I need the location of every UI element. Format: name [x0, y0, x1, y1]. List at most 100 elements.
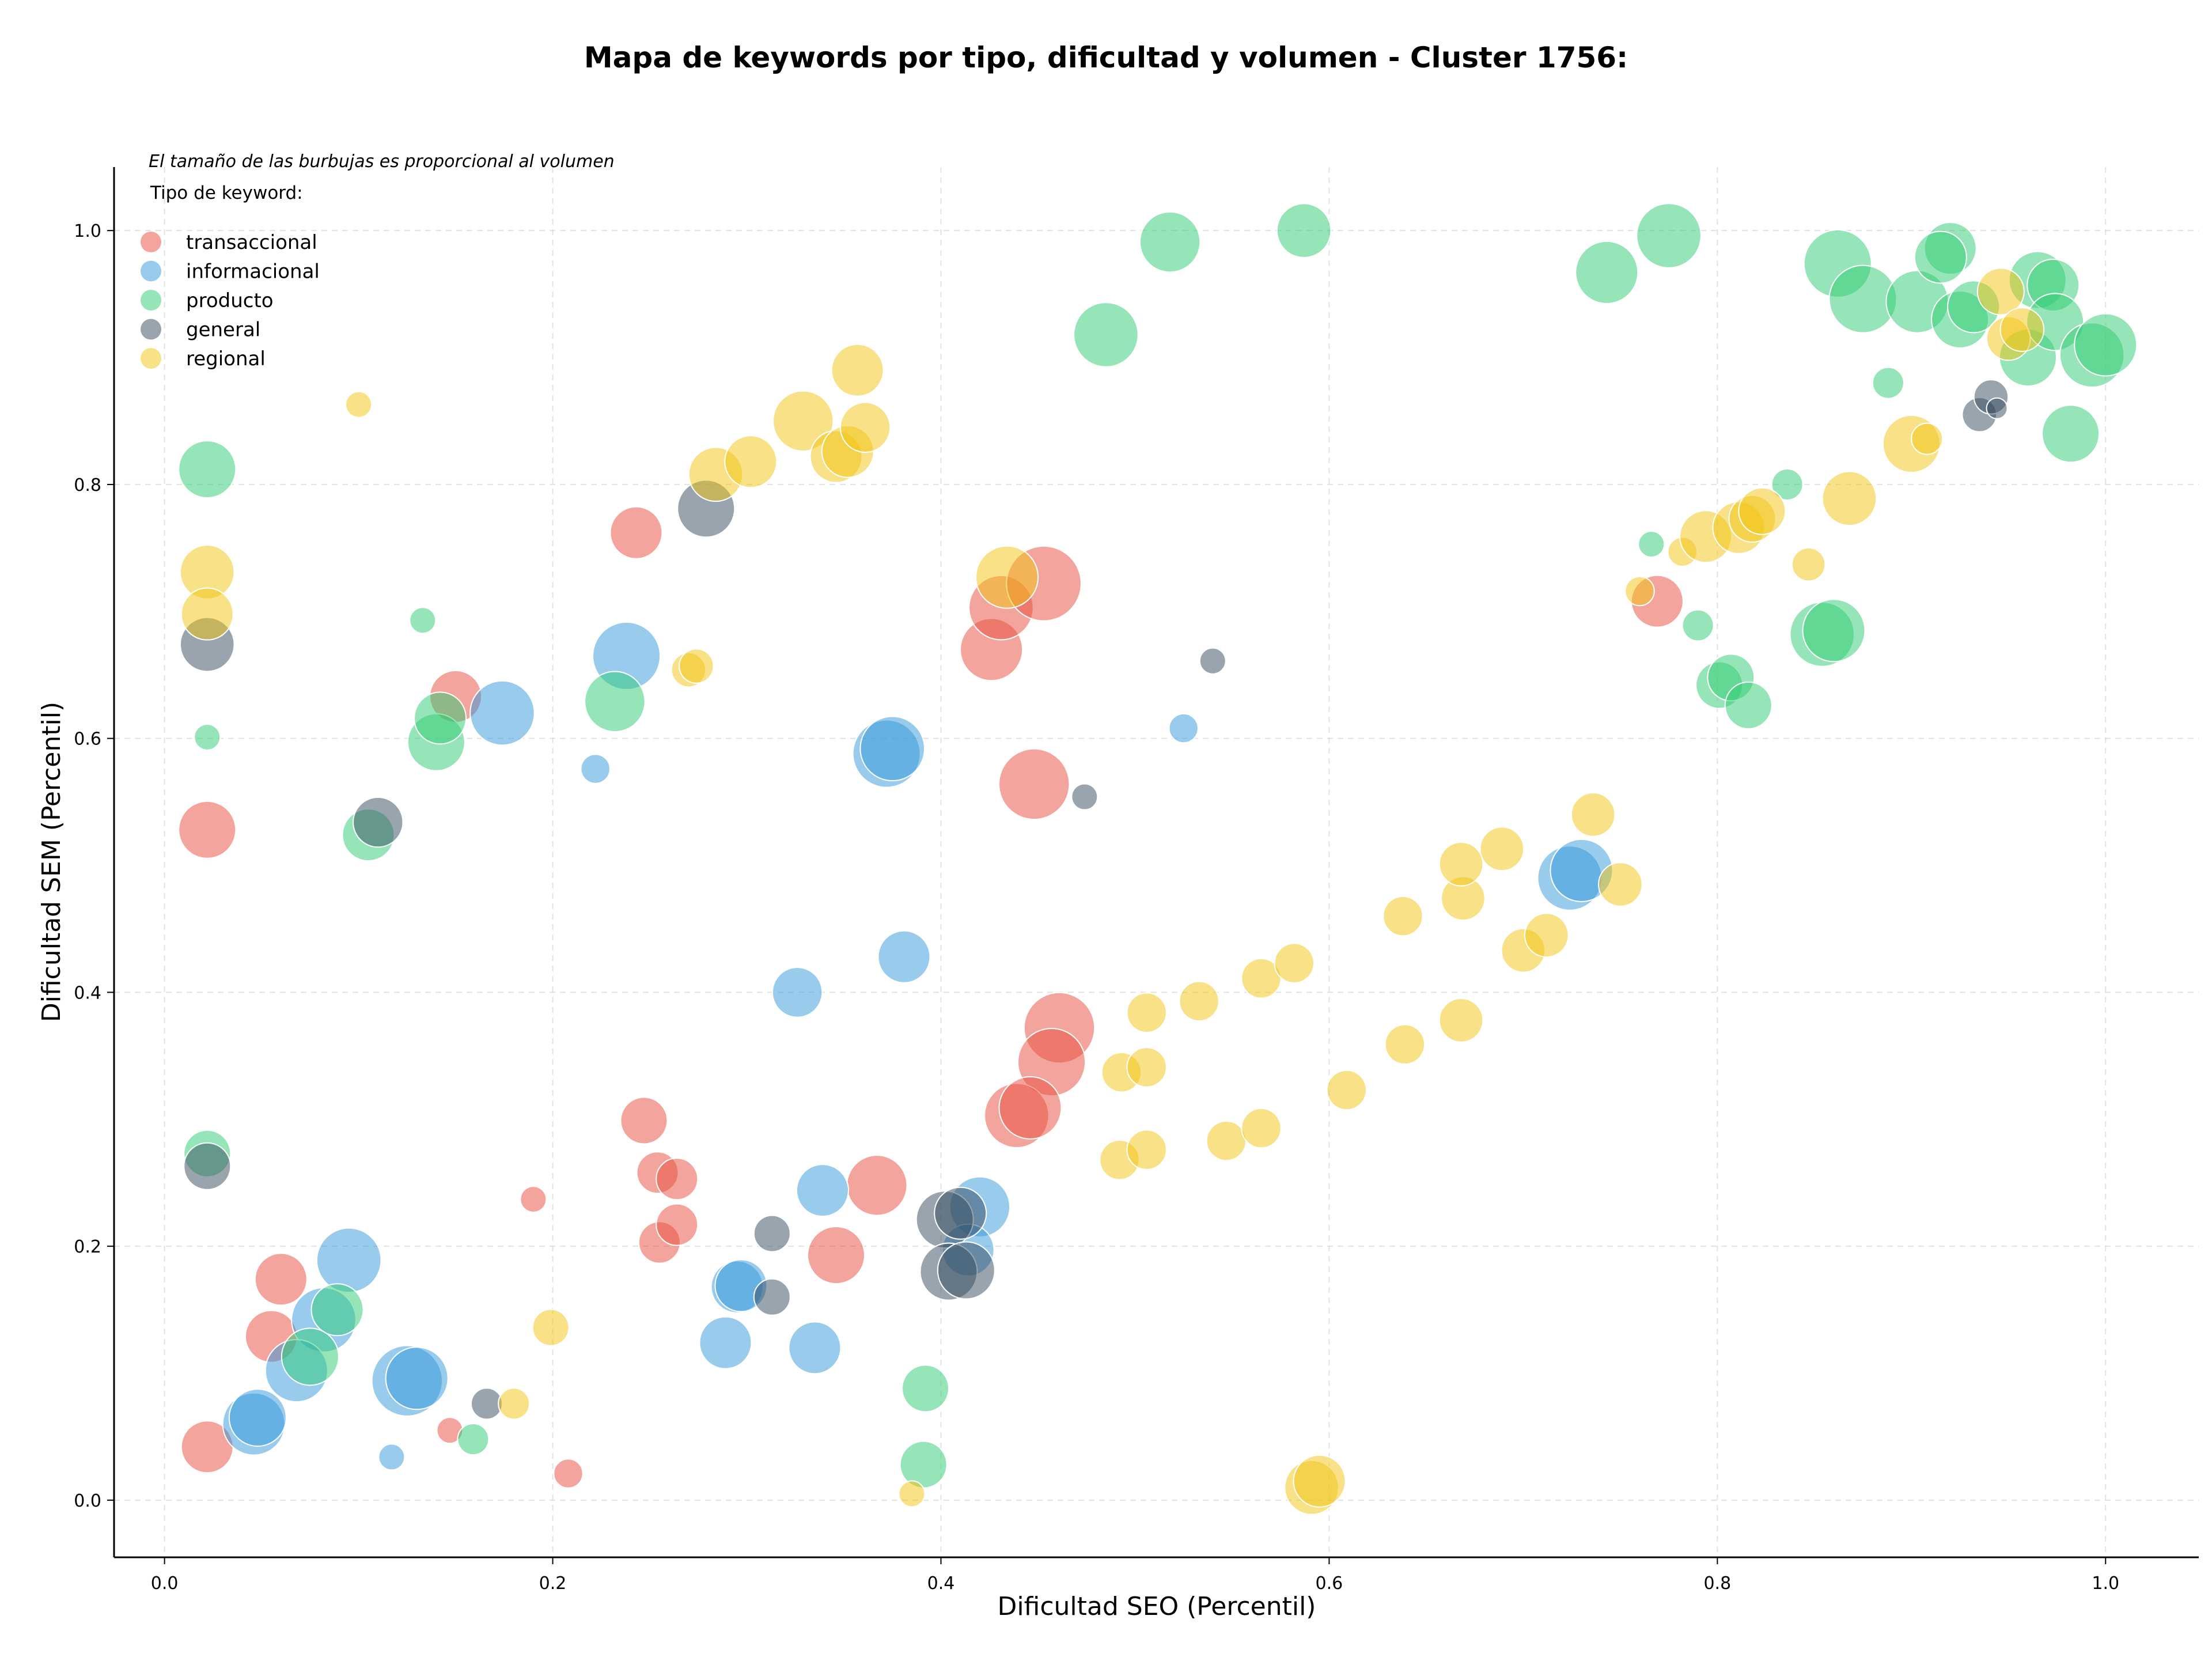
legend-label-producto: producto [186, 289, 274, 312]
series-transaccional [178, 506, 1684, 1489]
bubble-producto [899, 1440, 948, 1489]
bubble-producto [1575, 240, 1639, 304]
bubble-producto [1724, 681, 1772, 729]
bubble-regional [345, 391, 373, 418]
bubble-transaccional [807, 1226, 866, 1285]
bubble-producto [409, 607, 437, 634]
bubble-transaccional [609, 506, 663, 559]
legend-label-regional: regional [186, 347, 266, 370]
bubble-general [937, 1241, 995, 1300]
ticks-layer: 0.0 0.2 0.4 0.6 0.8 1.0 0.0 0.2 0.4 0.6 0.8 1.0 [74, 221, 2119, 1594]
bubble-producto [1636, 203, 1702, 268]
bubble-producto [902, 1364, 950, 1413]
bubble-informacional [699, 1316, 752, 1369]
legend-marker-transaccional [141, 232, 161, 252]
bubble-general [1986, 397, 2008, 419]
y-tick-label: 0.0 [74, 1491, 101, 1511]
legend-label-informacional: informacional [186, 260, 320, 283]
bubble-regional [1821, 471, 1877, 526]
bubble-producto [1914, 230, 1967, 284]
bubble-regional [1293, 1454, 1346, 1508]
bubble-size-note: El tamaño de las burbujas es proporciona… [149, 152, 615, 172]
bubble-regional [532, 1308, 570, 1346]
bubble-informacional [385, 1346, 449, 1410]
bubble-producto [2041, 404, 2100, 463]
bubble-general [934, 1186, 987, 1240]
y-tick-label: 0.2 [74, 1237, 101, 1257]
bubble-informacional [796, 1164, 849, 1217]
bubble-informacional [1168, 713, 1199, 744]
legend-label-general: general [186, 319, 260, 342]
bubble-regional [1326, 1069, 1367, 1111]
bubble-transaccional [178, 800, 237, 859]
bubble-producto [1638, 530, 1665, 558]
bubble-regional [1438, 998, 1484, 1043]
bubble-informacional [378, 1443, 406, 1471]
bubble-informacional [859, 716, 926, 782]
bubble-regional [498, 1387, 531, 1420]
legend-marker-producto [141, 290, 161, 311]
bubble-general [470, 1387, 503, 1420]
bubble-regional [839, 402, 891, 453]
grid-layer [114, 167, 2199, 1557]
bubble-producto [1276, 203, 1332, 258]
bubble-producto [1872, 366, 1904, 399]
bubble-transaccional [656, 1157, 699, 1201]
bubble-regional [975, 545, 1039, 609]
x-tick-label: 0.0 [151, 1573, 179, 1594]
bubble-regional [1999, 307, 2045, 352]
points-layer [178, 203, 2138, 1515]
bubble-informacional [771, 967, 823, 1018]
bubble-general [1199, 647, 1226, 675]
bubble-informacional [316, 1227, 382, 1293]
bubble-producto [1073, 302, 1139, 368]
x-tick-label: 0.2 [539, 1573, 567, 1594]
legend-marker-regional [141, 348, 161, 369]
legend-title: Tipo de keyword: [150, 183, 303, 203]
bubble-producto [178, 440, 237, 498]
y-tick-label: 0.8 [74, 475, 101, 495]
bubble-producto [1139, 211, 1201, 273]
bubble-regional [1791, 547, 1826, 582]
legend-marker-informacional [141, 260, 161, 282]
bubble-general [1071, 783, 1099, 811]
y-axis-title: Dificultad SEM (Percentil) [37, 702, 66, 1022]
bubble-producto [310, 1283, 364, 1337]
bubble-transaccional [846, 1155, 908, 1216]
bubble-producto [414, 691, 467, 745]
bubble-regional [180, 587, 234, 641]
bubble-general [183, 1142, 232, 1190]
bubble-regional [1438, 842, 1484, 887]
series-regional [179, 267, 2045, 1515]
bubble-transaccional [254, 1253, 308, 1306]
bubble-regional [1274, 943, 1315, 983]
bubble-informacional [877, 930, 931, 983]
x-tick-label: 0.6 [1316, 1573, 1343, 1594]
bubble-informacional [228, 1388, 287, 1447]
bubble-informacional [788, 1321, 842, 1375]
bubble-regional [1384, 1024, 1426, 1065]
x-tick-label: 1.0 [2092, 1573, 2119, 1594]
bubble-producto [457, 1423, 490, 1456]
bubble-regional [1241, 1107, 1282, 1149]
bubble-producto [1802, 599, 1866, 663]
bubble-transaccional [553, 1458, 584, 1489]
bubble-regional [1624, 576, 1655, 607]
bubble-regional [1738, 487, 1786, 535]
bubble-regional [1524, 913, 1569, 958]
bubble-regional [724, 435, 778, 489]
legend: Tipo de keyword: transaccional informacio… [141, 183, 320, 370]
bubble-regional [1179, 981, 1219, 1022]
bubble-regional [1206, 1121, 1247, 1161]
bubble-producto [1681, 609, 1714, 642]
bubble-transaccional [998, 1076, 1062, 1140]
bubble-general [753, 1278, 791, 1316]
x-tick-label: 0.8 [1703, 1573, 1731, 1594]
bubble-regional [1382, 895, 1423, 937]
bubble-regional [679, 648, 714, 684]
bubble-regional [1126, 1129, 1167, 1170]
axes-layer [113, 167, 2199, 1558]
bubble-informacional [469, 680, 535, 746]
